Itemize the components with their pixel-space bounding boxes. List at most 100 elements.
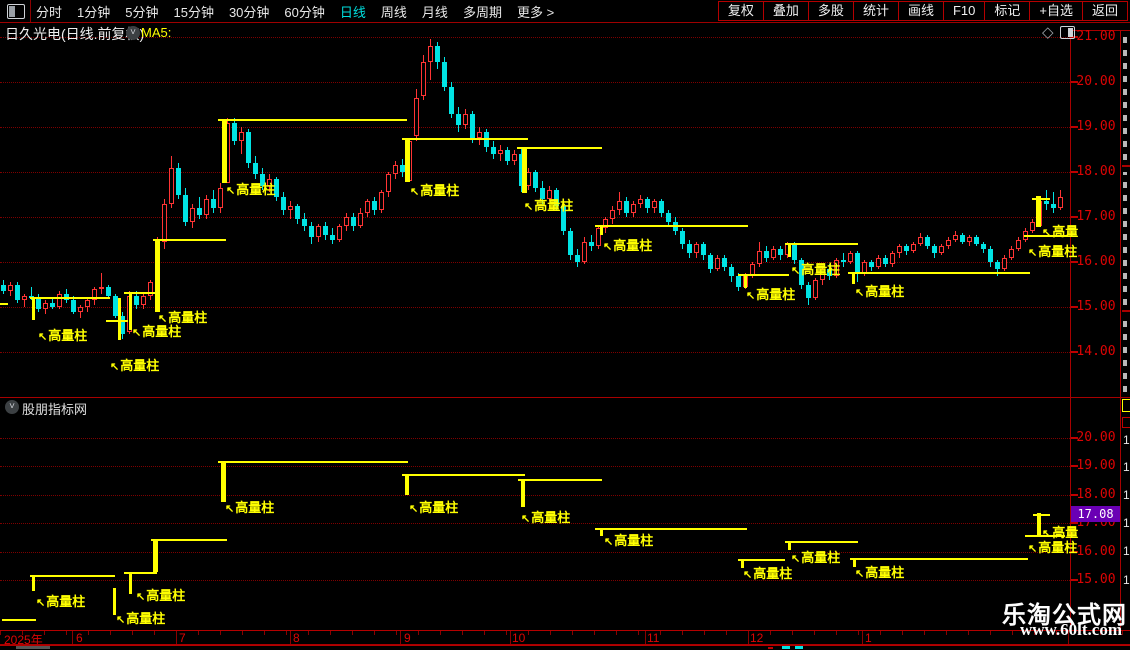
annotation-text: 高量柱 (120, 358, 160, 373)
main-gridline (0, 82, 1070, 83)
x-axis-row[interactable] (0, 630, 1130, 646)
sub-platform-line (402, 474, 525, 477)
main-platform-line (595, 225, 748, 228)
bottom-frame-line (0, 644, 1130, 645)
candle-body (498, 149, 503, 154)
candle-body (365, 201, 370, 213)
period-item[interactable]: 日线 (339, 4, 366, 20)
toolbar-button[interactable]: 复权 (717, 1, 764, 21)
period-item[interactable]: 月线 (421, 4, 448, 20)
sub-axis-label: 19.00 (1076, 458, 1116, 474)
candle-body (666, 212, 671, 222)
toolbar-button[interactable]: 叠加 (762, 1, 809, 21)
candle-body (1, 284, 6, 292)
toolbar-button[interactable]: 返回 (1081, 1, 1128, 21)
annotation-text: 高量柱 (865, 284, 905, 299)
toolbar-button[interactable]: 画线 (897, 1, 944, 21)
chart-area[interactable]: 21.00 20.00 19.00 18.00 17.00 16.00 15.00 14.00… (0, 22, 1130, 650)
candle-body (925, 237, 930, 247)
diamond-icon[interactable]: ◇ (1042, 24, 1054, 41)
sub-marker-bar (221, 461, 226, 502)
candle-body (134, 295, 139, 305)
chevron-down-icon[interactable]: ˅ (126, 26, 140, 40)
candle-body (988, 248, 993, 262)
sub-platform-line (785, 541, 858, 544)
candle-body (659, 201, 664, 213)
period-item[interactable]: 更多 > (516, 4, 555, 20)
candle-body (883, 257, 888, 265)
candle-body (267, 178, 272, 186)
period-item[interactable]: 5分钟 (125, 4, 159, 20)
candle-wick (241, 127, 242, 154)
main-gridline (0, 307, 1070, 308)
toolbar-button[interactable]: 标记 (984, 1, 1031, 21)
maximize-panel-icon[interactable] (1060, 26, 1075, 39)
period-item[interactable]: 分时 (36, 4, 63, 20)
candle-body (43, 302, 48, 310)
clipped-volume-mark (795, 646, 803, 649)
sub-annotation: ↖高量柱 (743, 567, 792, 582)
sub-annotation: ↖高量柱 (409, 501, 458, 516)
panel-toggle-icon[interactable] (7, 4, 25, 19)
toolbar-button[interactable]: F10 (942, 1, 986, 21)
candle-body (386, 174, 391, 193)
main-annotation: ↖高量柱 (791, 263, 840, 278)
arrow-up-left-icon: ↖ (132, 327, 142, 339)
sub-panel-title: 股朋指标网 (22, 402, 88, 417)
main-axis-label: 15.00 (1076, 299, 1116, 314)
candle-body (99, 286, 104, 289)
candle-body (841, 259, 846, 262)
x-axis-divider (176, 631, 177, 644)
candle-body (1058, 196, 1063, 208)
main-platform-line (153, 239, 226, 242)
period-item[interactable]: 周线 (380, 4, 407, 20)
main-annotation: ↖高量柱 (603, 239, 652, 254)
candle-body (113, 295, 118, 316)
toolbar-button[interactable]: +自选 (1029, 1, 1083, 21)
annotation-text: 高量柱 (420, 183, 460, 198)
sub-annotation: ↖高量柱 (225, 501, 274, 516)
main-axis-label: 20.00 (1076, 74, 1116, 89)
period-item[interactable]: 30分钟 (228, 4, 270, 20)
annotation-text: 高量柱 (419, 500, 459, 515)
toolbar-button[interactable]: 多股 (807, 1, 854, 21)
main-axis-tick (1071, 351, 1078, 353)
arrow-up-left-icon: ↖ (746, 290, 756, 302)
arrow-up-left-icon: ↖ (855, 568, 865, 580)
candle-body (561, 205, 566, 231)
candle-body (197, 208, 202, 215)
sub-annotation: ↖高量柱 (855, 566, 904, 581)
candle-body (519, 154, 524, 186)
candle-wick (24, 293, 25, 307)
candle-body (295, 205, 300, 220)
arrow-up-left-icon: ↖ (524, 201, 534, 213)
candle-body (1051, 203, 1056, 208)
annotation-text: 高量柱 (142, 324, 182, 339)
candle-body (36, 298, 41, 310)
main-axis-tick (1071, 126, 1078, 128)
clipped-volume-mark (768, 647, 773, 649)
sub-gridline (0, 580, 1070, 581)
toolbar-button[interactable]: 统计 (852, 1, 899, 21)
candle-body (414, 97, 419, 136)
period-item[interactable]: 多周期 (462, 4, 502, 20)
candle-body (239, 131, 244, 141)
candle-body (827, 268, 832, 276)
period-item[interactable]: 1分钟 (77, 4, 111, 20)
chart-title: 日久光电(日线.前复权) (5, 26, 145, 42)
arrow-up-left-icon: ↖ (1042, 227, 1052, 239)
candle-body (148, 282, 153, 296)
main-axis-label: 19.00 (1076, 119, 1116, 134)
sub-platform-line (595, 528, 747, 531)
sub-axis-tick (1071, 579, 1078, 581)
arrow-up-left-icon: ↖ (1028, 543, 1038, 555)
candle-body (442, 61, 447, 87)
arrow-up-left-icon: ↖ (521, 513, 531, 525)
period-item[interactable]: 15分钟 (173, 4, 214, 20)
sub-chevron-down-icon[interactable]: ˅ (5, 400, 19, 414)
main-marker-bar (32, 297, 35, 321)
axis-top-border (1070, 30, 1130, 31)
arrow-up-left-icon: ↖ (791, 265, 801, 277)
period-item[interactable]: 60分钟 (284, 4, 325, 20)
